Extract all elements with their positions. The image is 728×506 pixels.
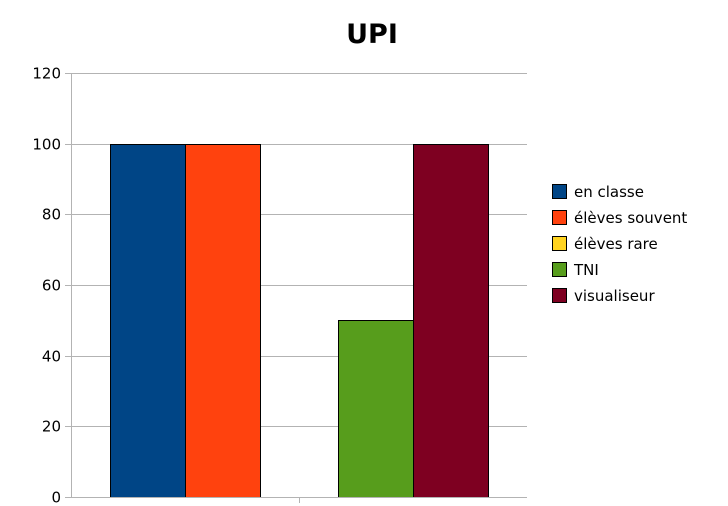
y-tick-label: 80 <box>42 206 61 224</box>
legend-swatch <box>552 210 567 225</box>
legend-swatch <box>552 262 567 277</box>
axes: 0 20 40 60 80 100 120 <box>32 65 527 506</box>
legend: en classe élèves souvent élèves rare TNI vis… <box>552 183 687 305</box>
y-tick-label: 120 <box>32 65 61 83</box>
legend-swatch <box>552 236 567 251</box>
bar-TNI <box>338 320 414 498</box>
legend-label: élèves rare <box>574 235 658 253</box>
bar-en-classe <box>110 144 186 498</box>
bar-élèves-souvent <box>185 144 261 498</box>
legend-swatch <box>552 184 567 199</box>
bar-visualiseur <box>413 144 489 498</box>
y-tick-label: 100 <box>32 136 61 154</box>
bars <box>110 144 489 498</box>
legend-swatch <box>552 288 567 303</box>
legend-label: élèves souvent <box>574 209 687 227</box>
y-tick-label: 0 <box>51 489 61 506</box>
y-tick-label: 60 <box>42 277 61 295</box>
y-tick-label: 40 <box>42 348 61 366</box>
legend-label: visualiseur <box>574 287 655 305</box>
legend-label: en classe <box>574 183 644 201</box>
legend-label: TNI <box>573 261 599 279</box>
chart-title: UPI <box>346 19 398 50</box>
y-tick-label: 20 <box>42 418 61 436</box>
